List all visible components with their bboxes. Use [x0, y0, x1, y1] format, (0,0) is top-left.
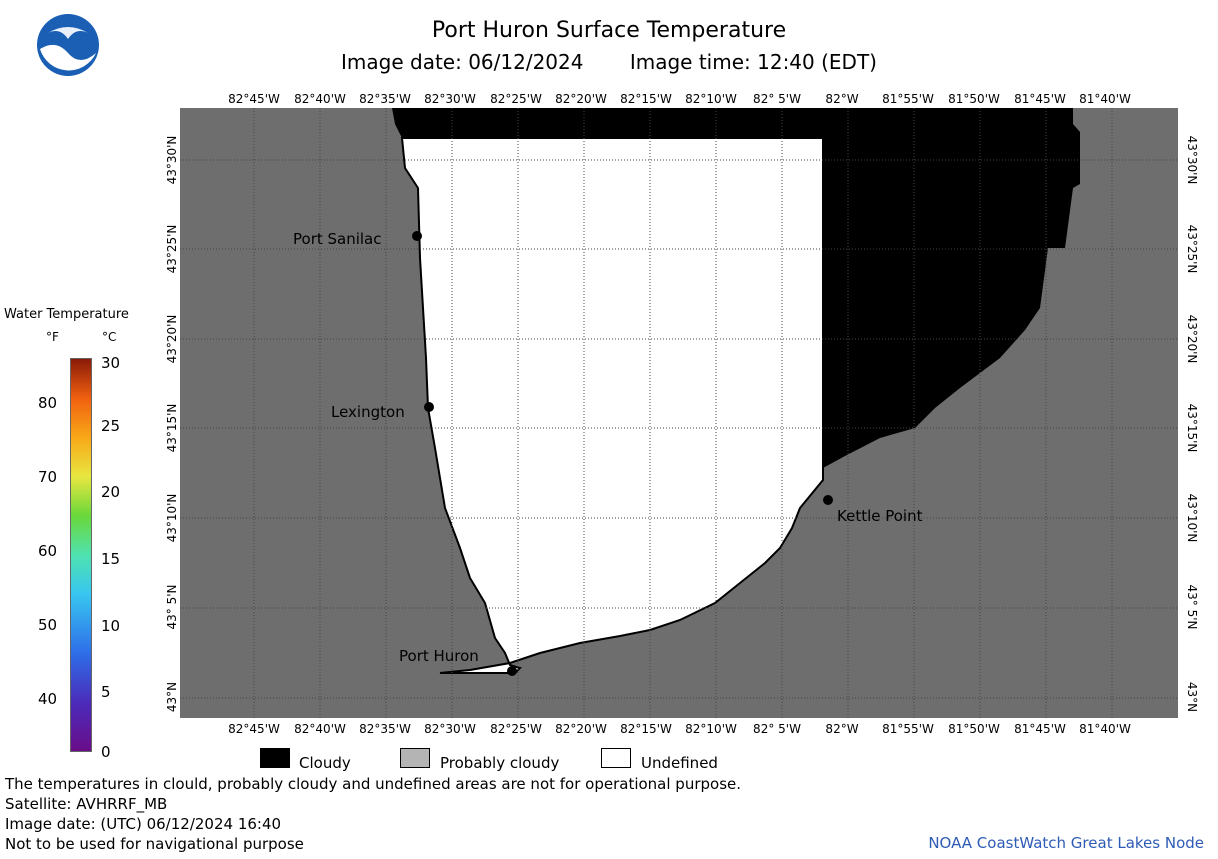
lat-label-right: 43° 5'N	[1185, 584, 1199, 630]
colorbar-c-tick: 30	[101, 354, 121, 372]
colorbar-c-tick: 25	[101, 417, 121, 435]
legend-undefined-swatch	[601, 748, 631, 768]
lon-label-top: 82°W	[825, 92, 859, 106]
footer-credit: NOAA CoastWatch Great Lakes Node	[928, 834, 1204, 852]
place-port-huron: Port Huron	[399, 647, 479, 665]
kettle-point-marker	[823, 495, 833, 505]
colorbar	[70, 358, 92, 752]
legend-probably-cloudy-swatch	[400, 748, 430, 768]
lon-label-top: 82°10'W	[685, 92, 737, 106]
legend-probably-cloudy-label: Probably cloudy	[440, 754, 560, 772]
lon-label-bottom: 81°40'W	[1079, 722, 1131, 736]
lon-label-top: 82°30'W	[424, 92, 476, 106]
noaa-logo: NOAA	[36, 13, 100, 77]
lat-label-left: 43° 5'N	[165, 584, 179, 630]
colorbar-f-tick: 40	[38, 690, 58, 708]
cloudy-area	[392, 108, 1080, 468]
lon-label-bottom: 81°45'W	[1014, 722, 1066, 736]
lon-label-top: 82°45'W	[228, 92, 280, 106]
colorbar-c-tick: 5	[101, 683, 111, 701]
place-kettle-point: Kettle Point	[837, 507, 923, 525]
lon-label-bottom: 81°55'W	[882, 722, 934, 736]
colorbar-unit-f: °F	[46, 330, 59, 344]
lon-label-top: 81°40'W	[1079, 92, 1131, 106]
lon-label-top: 82°25'W	[490, 92, 542, 106]
lon-label-top: 82° 5'W	[753, 92, 801, 106]
lon-label-top: 82°20'W	[555, 92, 607, 106]
lon-label-top: 81°55'W	[882, 92, 934, 106]
colorbar-c-tick: 0	[101, 743, 111, 761]
footer-note: The temperatures in clould, probably clo…	[5, 775, 742, 793]
image-date: Image date: 06/12/2024	[341, 50, 584, 74]
lon-label-bottom: 82°45'W	[228, 722, 280, 736]
legend-cloudy-label: Cloudy	[299, 754, 351, 772]
lat-label-right: 43°N	[1185, 681, 1199, 713]
page-title: Port Huron Surface Temperature	[431, 18, 787, 43]
lon-label-bottom: 82°25'W	[490, 722, 542, 736]
image-time: Image time: 12:40 (EDT)	[629, 50, 877, 74]
colorbar-f-tick: 60	[38, 542, 58, 560]
colorbar-unit-c: °C	[102, 330, 117, 344]
footer-utc-date: Image date: (UTC) 06/12/2024 16:40	[5, 815, 282, 833]
lat-label-right: 43°25'N	[1185, 224, 1199, 274]
port-huron-marker	[507, 666, 517, 676]
colorbar-c-tick: 10	[101, 617, 121, 635]
lon-label-top: 81°45'W	[1014, 92, 1066, 106]
graticule	[180, 108, 1178, 718]
lon-label-top: 81°50'W	[948, 92, 1000, 106]
colorbar-f-tick: 80	[38, 394, 58, 412]
legend-undefined-label: Undefined	[641, 754, 718, 772]
lon-label-top: 82°35'W	[359, 92, 411, 106]
lon-label-bottom: 82°W	[825, 722, 859, 736]
lon-label-bottom: 82°40'W	[294, 722, 346, 736]
lat-label-right: 43°30'N	[1185, 135, 1199, 185]
port-sanilac-marker	[412, 231, 422, 241]
lon-label-bottom: 82°35'W	[359, 722, 411, 736]
lexington-marker	[424, 402, 434, 412]
lon-label-bottom: 82°15'W	[620, 722, 672, 736]
lon-label-bottom: 82°20'W	[555, 722, 607, 736]
footer-satellite: Satellite: AVHRRF_MB	[5, 795, 168, 813]
lat-label-left: 43°15'N	[165, 403, 179, 453]
lat-label-left: 43°25'N	[165, 224, 179, 274]
lat-label-right: 43°10'N	[1185, 493, 1199, 543]
lon-label-bottom: 82°30'W	[424, 722, 476, 736]
logo-text: NOAA	[53, 36, 82, 47]
lat-label-left: 43°30'N	[165, 135, 179, 185]
colorbar-c-tick: 15	[101, 550, 121, 568]
lat-label-right: 43°20'N	[1185, 314, 1199, 364]
footer-nav-warning: Not to be used for navigational purpose	[5, 835, 304, 853]
lat-label-left: 43°20'N	[165, 314, 179, 364]
lon-label-bottom: 82°10'W	[685, 722, 737, 736]
undefined-area	[400, 137, 824, 674]
lon-label-bottom: 81°50'W	[948, 722, 1000, 736]
image-datetime: Image date: 06/12/2024 Image time: 12:40…	[0, 50, 1218, 74]
colorbar-f-tick: 70	[38, 468, 58, 486]
lon-label-top: 82°40'W	[294, 92, 346, 106]
lat-label-right: 43°15'N	[1185, 403, 1199, 453]
legend-cloudy-swatch	[260, 748, 290, 768]
lon-label-top: 82°15'W	[620, 92, 672, 106]
lon-label-bottom: 82° 5'W	[753, 722, 801, 736]
colorbar-title: Water Temperature	[4, 307, 129, 322]
place-port-sanilac: Port Sanilac	[293, 230, 382, 248]
colorbar-f-tick: 50	[38, 616, 58, 634]
map-area	[180, 108, 1178, 718]
place-lexington: Lexington	[331, 403, 405, 421]
lat-label-left: 43°N	[165, 681, 179, 713]
lat-label-left: 43°10'N	[165, 493, 179, 543]
colorbar-c-tick: 20	[101, 483, 121, 501]
